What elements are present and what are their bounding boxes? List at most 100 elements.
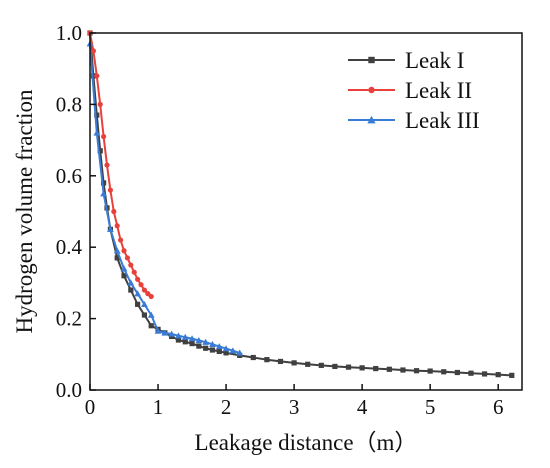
data-point [111, 208, 117, 215]
data-point [114, 223, 120, 229]
x-tick-label: 6 [493, 395, 504, 419]
y-tick-label: 0.8 [56, 92, 82, 116]
data-point [386, 366, 392, 372]
data-point [181, 333, 189, 340]
axis-ticks: 0 1 2 3 4 5 6 0.0 0.2 0.4 0.6 0.8 1.0 [56, 21, 504, 419]
data-point [113, 247, 121, 254]
legend-label: Leak II [405, 78, 472, 103]
data-point [454, 369, 460, 376]
y-tick-label: 1.0 [56, 21, 82, 45]
data-point [97, 101, 103, 107]
data-point [97, 148, 103, 154]
data-point [202, 338, 210, 345]
legend-label: Leak I [405, 48, 464, 73]
data-point [318, 362, 324, 368]
data-point [277, 358, 284, 365]
data-point [175, 337, 182, 343]
data-point [441, 369, 447, 375]
data-point [413, 368, 420, 374]
data-point [135, 301, 141, 307]
x-tick-label: 1 [153, 395, 164, 419]
data-point [209, 347, 216, 353]
data-point [148, 323, 154, 329]
series-1 [87, 30, 515, 378]
data-point [216, 348, 222, 355]
data-point [215, 343, 223, 350]
data-point [114, 255, 120, 261]
y-tick-label: 0.6 [56, 164, 82, 188]
data-point [359, 365, 365, 371]
data-point [131, 269, 137, 275]
data-point [345, 364, 352, 370]
data-point [203, 345, 209, 351]
legend-label: Leak III [405, 108, 480, 133]
data-point [264, 357, 270, 363]
data-point [223, 350, 229, 356]
data-point [127, 279, 135, 286]
data-point [128, 287, 134, 293]
data-point [373, 365, 379, 372]
y-axis-title: Hydrogen volume fraction [12, 89, 37, 333]
data-point [121, 248, 127, 254]
data-point [101, 180, 107, 186]
data-point [101, 133, 107, 140]
data-point [332, 363, 338, 370]
data-point [93, 129, 101, 136]
data-point [90, 48, 97, 54]
x-tick-label: 2 [221, 395, 232, 419]
data-point [236, 349, 244, 356]
data-point [145, 291, 151, 297]
x-tick-label: 5 [425, 395, 436, 419]
legend-marker [368, 86, 375, 94]
data-point [209, 340, 216, 348]
data-point [100, 190, 107, 197]
data-point [427, 368, 433, 374]
data-point [305, 361, 311, 367]
data-point [94, 112, 100, 118]
data-point [141, 300, 148, 308]
data-point [134, 290, 142, 297]
data-point [141, 312, 148, 318]
data-point [124, 255, 131, 261]
data-point [94, 73, 100, 79]
legend: Leak I Leak II Leak III [348, 48, 480, 133]
data-point [196, 343, 202, 349]
data-point [182, 339, 188, 345]
series-3 [86, 40, 244, 356]
data-point [128, 262, 134, 268]
data-point [154, 327, 162, 334]
data-point [250, 354, 256, 361]
data-point [148, 293, 154, 300]
x-axis-title: Leakage distance（m） [195, 430, 418, 455]
data-point [175, 332, 182, 339]
y-tick-label: 0.4 [56, 235, 83, 259]
data-point [189, 340, 195, 347]
y-tick-label: 0.2 [56, 307, 82, 331]
data-point [481, 371, 488, 377]
data-point [229, 347, 237, 354]
data-point [121, 273, 127, 279]
data-point [138, 282, 144, 288]
data-point [135, 276, 141, 282]
series-2 [87, 30, 154, 300]
data-point [222, 345, 230, 352]
data-point [107, 187, 114, 193]
data-point [104, 162, 110, 168]
data-point [400, 367, 406, 373]
data-point [161, 329, 169, 336]
data-point [495, 372, 501, 378]
plot-frame [89, 32, 523, 391]
y-tick-label: 0.0 [56, 378, 82, 402]
data-point [141, 287, 148, 293]
data-point [195, 336, 203, 344]
x-tick-label: 3 [289, 395, 300, 419]
data-point [468, 370, 474, 376]
data-point [147, 311, 155, 318]
data-point [188, 335, 196, 342]
data-point [120, 265, 128, 272]
x-tick-label: 4 [357, 395, 368, 419]
series-layer [86, 30, 515, 378]
data-point [291, 360, 297, 366]
legend-marker [367, 115, 376, 124]
